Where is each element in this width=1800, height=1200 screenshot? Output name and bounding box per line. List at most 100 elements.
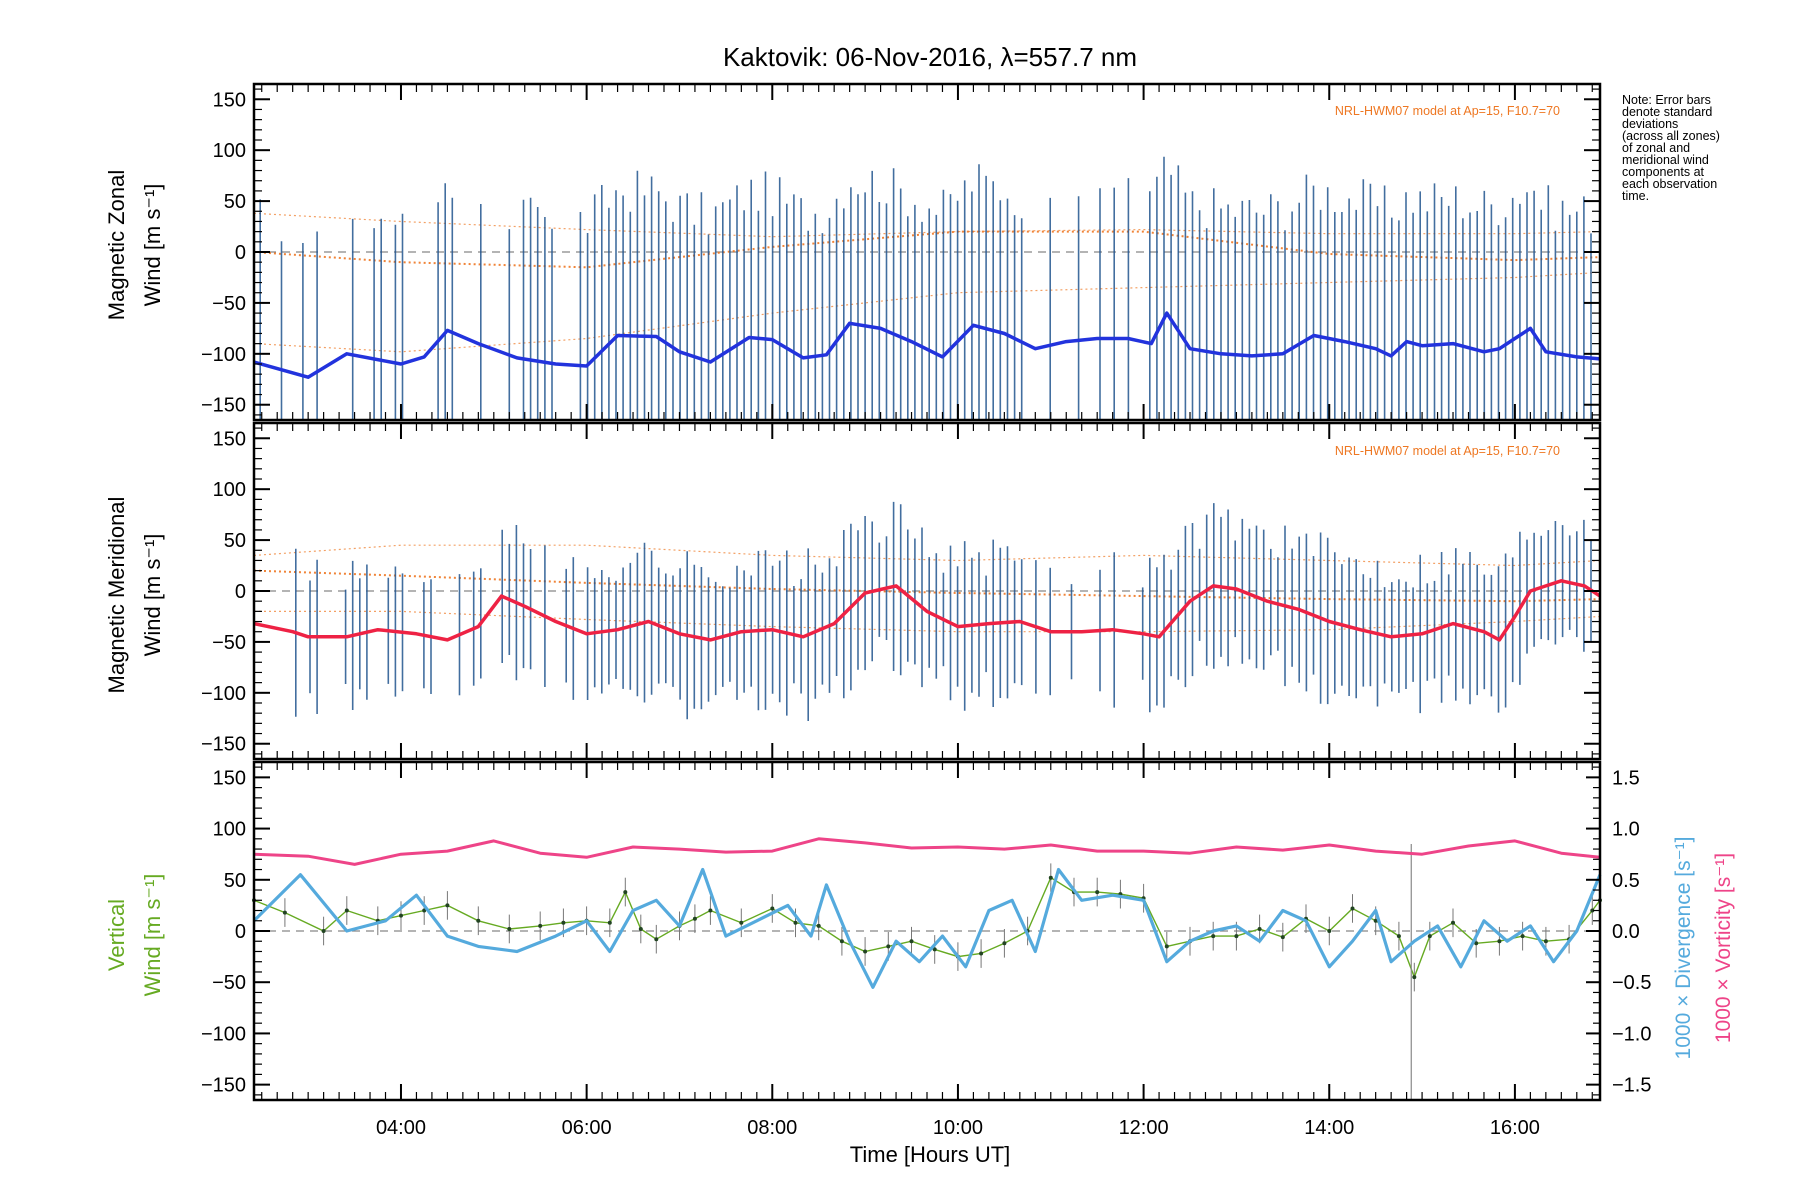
svg-text:meridional wind: meridional wind [1622,153,1709,167]
y-tick-label: 150 [213,428,246,450]
vertical-wind-point [561,920,566,925]
vorticity-axis-label: 1000 × Vorticity [s⁻¹] [1712,853,1735,1043]
vertical-wind-line [253,876,1601,980]
y2-tick-label: 1.0 [1612,819,1640,841]
y-tick-label: 50 [224,191,246,213]
model-annotation: NRL-HWM07 model at Ap=15, F10.7=70 [1335,104,1560,118]
vertical-wind-point [1451,920,1455,925]
x-tick-label: 10:00 [933,1117,983,1139]
svg-text:time.: time. [1622,189,1649,203]
svg-text:denote standard: denote standard [1622,105,1712,119]
vertical-wind-point [1234,934,1239,939]
vertical-y-label-line2: Wind [m s⁻¹] [140,874,165,997]
vertical-wind-point [886,944,891,949]
vertical-wind-point [1280,935,1285,940]
y2-tick-label: 0.0 [1612,921,1640,943]
vertical-wind-point [538,923,543,928]
vertical-wind-point [1327,929,1332,933]
vertical-wind-point [692,916,697,921]
y-tick-label: −150 [201,734,246,756]
svg-text:Note: Error bars: Note: Error bars [1622,93,1711,107]
y-tick-label: 0 [235,921,246,943]
zonal-panel: NRL-HWM07 model at Ap=15, F10.7=70 150 100… [201,82,1602,422]
vertical-wind-point [816,923,821,928]
vertical-wind-point [1427,934,1432,939]
meridional-wind-line [253,579,1601,642]
vorticity-line [253,837,1601,866]
vertical-wind-point [1350,906,1355,911]
vertical-wind-point [1211,934,1216,939]
vertical-wind-point [321,929,326,933]
y-tick-label: 0 [235,242,246,264]
vertical-wind-point [476,918,481,923]
vertical-wind-point [1520,934,1525,939]
y-tick-label: 0 [235,581,246,603]
vertical-wind-point [708,908,713,913]
vertical-wind-point [1543,939,1548,944]
model-curve [253,544,1601,567]
x-tick-label: 04:00 [376,1117,426,1139]
meridional-y-label-line1: Magnetic Meridional [104,497,129,694]
vertical-wind-point [863,949,868,954]
vertical-wind-point [1373,918,1378,923]
vertical-wind-point [1048,875,1053,880]
vertical-wind-point [607,920,612,925]
zonal-wind-line [253,311,1601,379]
y-tick-label: −50 [212,293,246,315]
svg-text:of zonal and: of zonal and [1622,141,1690,155]
y-tick-label: −150 [201,395,246,417]
vertical-wind-point [909,939,914,944]
svg-text:components at: components at [1622,165,1705,179]
y2-tick-label: −1.0 [1612,1023,1651,1045]
y-tick-label: −100 [201,344,246,366]
divergence-axis-label: 1000 × Divergence [s⁻¹] [1672,837,1695,1060]
vertical-wind-point [1590,908,1595,913]
vertical-wind-point [1497,939,1502,944]
y-tick-label: 100 [213,819,246,841]
x-tick-label: 16:00 [1490,1117,1540,1139]
vertical-wind-point [1164,944,1169,949]
vertical-wind-point [654,937,659,942]
svg-text:(across all zones): (across all zones) [1622,129,1720,143]
vertical-wind-point [793,920,798,925]
vertical-wind-point [623,890,628,895]
y2-tick-label: 0.5 [1612,870,1640,892]
zonal-y-label-line1: Magnetic Zonal [104,170,129,320]
vertical-panel: 1.5 1.0 0.5 0.0 −0.5 −1.0 −1.5 04:00 06:00 08:00 1… [201,760,1651,1139]
model-annotation: NRL-HWM07 model at Ap=15, F10.7=70 [1335,444,1560,458]
y2-tick-label: 1.5 [1612,767,1640,789]
vertical-wind-point [1257,927,1262,931]
svg-text:deviations: deviations [1622,117,1678,131]
x-tick-label: 14:00 [1304,1117,1354,1139]
y-tick-label: 150 [213,89,246,111]
y-tick-label: 150 [213,767,246,789]
y-tick-label: −50 [212,972,246,994]
vertical-wind-point [344,908,349,913]
x-tick-label: 12:00 [1119,1117,1169,1139]
vertical-wind-point [1095,890,1100,895]
y-tick-label: −150 [201,1075,246,1097]
vertical-wind-point [507,927,512,931]
x-tick-label: 06:00 [562,1117,612,1139]
meridional-panel: NRL-HWM07 model at Ap=15, F10.7=70 150 100… [201,421,1602,761]
vertical-wind-point [1474,941,1479,946]
vertical-wind-point [770,906,775,911]
note-text: Note: Error bars denote standard deviati… [1622,93,1720,203]
y2-tick-label: −0.5 [1612,972,1651,994]
y-tick-label: −100 [201,1023,246,1045]
y-tick-label: −50 [212,632,246,654]
divergence-line [252,867,1602,989]
y-tick-label: 100 [213,140,246,162]
vertical-wind-point [1412,975,1417,980]
vertical-y-label-line1: Vertical [104,899,129,971]
x-axis-label: Time [Hours UT] [850,1142,1011,1167]
meridional-y-label-line2: Wind [m s⁻¹] [140,534,165,657]
vertical-wind-point [638,927,643,931]
vertical-wind-point [1002,941,1007,946]
vertical-wind-point [399,913,403,918]
vertical-wind-point [979,951,984,956]
vertical-wind-point [445,903,450,908]
vertical-wind-point [1396,934,1401,939]
svg-text:each observation: each observation [1622,177,1717,191]
